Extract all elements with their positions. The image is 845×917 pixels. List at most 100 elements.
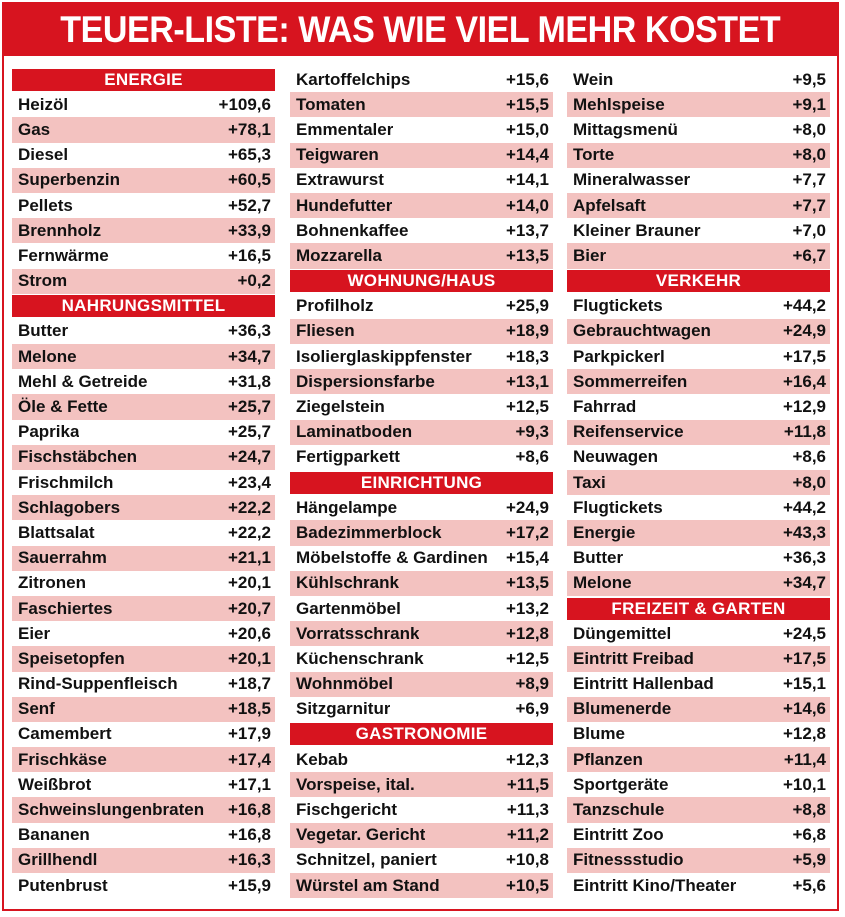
- category-header: ENERGIE: [12, 68, 275, 91]
- item-label: Extrawurst: [296, 170, 384, 190]
- item-label: Hundefutter: [296, 195, 393, 215]
- item-value: +6,9: [515, 699, 549, 719]
- item-label: Schnitzel, paniert: [296, 850, 437, 870]
- price-row: Rind-Suppenfleisch +18,7: [12, 671, 275, 697]
- item-value: +0,2: [237, 271, 271, 291]
- price-row: Hundefutter +14,0: [290, 192, 553, 219]
- price-row: Vegetar. Gericht +11,2: [290, 822, 553, 848]
- item-label: Mineralwasser: [573, 170, 691, 190]
- item-label: Schweinslungenbraten: [18, 800, 205, 820]
- item-value: +22,2: [227, 497, 271, 517]
- item-label: Isoliergl­askippfenster: [296, 346, 472, 366]
- price-row: Senf +18,5: [12, 696, 275, 722]
- item-label: Fliesen: [296, 321, 355, 341]
- item-label: Eintritt Hallenbad: [573, 674, 714, 694]
- price-row: Schweinslungenbraten +16,8: [12, 797, 275, 823]
- item-label: Hängelampe: [296, 497, 398, 517]
- item-label: Sitzgarnitur: [296, 699, 391, 719]
- item-label: Flugtickets: [573, 497, 663, 517]
- price-row: Melone +34,7: [567, 570, 830, 596]
- item-value: +24,9: [505, 497, 549, 517]
- item-value: +14,6: [782, 699, 826, 719]
- item-value: +5,9: [792, 850, 826, 870]
- price-row: Frischkäse +17,4: [12, 747, 275, 773]
- item-label: Profilholz: [296, 296, 374, 316]
- item-value: +15,5: [505, 94, 549, 114]
- price-row: Sauerrahm +21,1: [12, 545, 275, 571]
- item-label: Blumenerde: [573, 699, 672, 719]
- price-row: Möbelstoffe & Gardinen +15,4: [290, 545, 553, 571]
- item-value: +13,5: [505, 245, 549, 265]
- item-label: Gebrauchtwagen: [573, 321, 711, 341]
- item-label: Sauerrahm: [18, 548, 107, 568]
- item-value: +10,1: [782, 774, 826, 794]
- price-row: Kebab +12,3: [290, 747, 553, 773]
- item-label: Flugtickets: [573, 296, 663, 316]
- item-value: +8,8: [792, 800, 826, 820]
- price-row: Ziegelstein +12,5: [290, 394, 553, 420]
- item-label: Heizöl: [18, 94, 69, 114]
- price-row: Dispersionsfarbe +13,1: [290, 369, 553, 395]
- item-label: Pflanzen: [573, 749, 643, 769]
- price-row: Mehl & Getreide +31,8: [12, 369, 275, 395]
- price-row: Fliesen +18,9: [290, 318, 553, 345]
- item-value: +109,6: [218, 94, 271, 114]
- item-value: +8,0: [792, 472, 826, 492]
- item-label: Torte: [573, 145, 615, 165]
- item-label: Teigwaren: [296, 145, 379, 165]
- price-row: Kühlschrank +13,5: [290, 570, 553, 596]
- item-label: Apfelsaft: [573, 195, 646, 215]
- item-value: +17,9: [227, 724, 271, 744]
- item-value: +12,3: [505, 749, 549, 769]
- item-label: Frischkäse: [18, 749, 107, 769]
- item-value: +15,0: [505, 119, 549, 139]
- item-label: Parkpickerl: [573, 346, 665, 366]
- price-row: Extrawurst +14,1: [290, 167, 553, 193]
- item-value: +6,7: [792, 245, 826, 265]
- item-label: Fischgericht: [296, 800, 398, 820]
- price-row: Kleiner Brauner +7,0: [567, 218, 830, 244]
- category-header: WOHNUNG/HAUS: [290, 270, 553, 293]
- price-row: Profilholz +25,9: [290, 293, 553, 319]
- page-title-text: TEUER-LISTE: WAS WIE VIEL MEHR KOSTET: [60, 9, 781, 50]
- item-value: +33,9: [227, 220, 271, 240]
- price-row: Grillhendl +16,3: [12, 847, 275, 873]
- price-row: Öle & Fette +25,7: [12, 394, 275, 420]
- category-header: GASTRONOMIE: [290, 723, 553, 746]
- price-row: Putenbrust +15,9: [12, 873, 275, 899]
- item-label: Sommerreifen: [573, 371, 688, 391]
- item-label: Fitnessstudio: [573, 850, 684, 870]
- price-row: Bananen +16,8: [12, 822, 275, 848]
- price-row: Fernwärme +16,5: [12, 243, 275, 269]
- item-value: +24,9: [782, 321, 826, 341]
- item-value: +8,0: [792, 119, 826, 139]
- category-header: VERKEHR: [567, 270, 830, 293]
- item-value: +9,1: [792, 94, 826, 114]
- price-row: Energie +43,3: [567, 520, 830, 546]
- item-label: Mozzarella: [296, 245, 382, 265]
- item-value: +78,1: [227, 119, 271, 139]
- item-label: Fahrrad: [573, 397, 637, 417]
- item-value: +22,2: [227, 522, 271, 542]
- price-row: Strom +0,2: [12, 268, 275, 294]
- price-row: Küchenschrank +12,5: [290, 646, 553, 672]
- price-row: Paprika +25,7: [12, 419, 275, 445]
- price-row: Fahrrad +12,9: [567, 394, 830, 420]
- price-row: Isoliergl­askippfenster +18,3: [290, 344, 553, 370]
- price-row: Faschiertes +20,7: [12, 595, 275, 622]
- price-row: Diesel +65,3: [12, 142, 275, 168]
- item-value: +21,1: [227, 548, 271, 568]
- price-row: Pellets +52,7: [12, 192, 275, 219]
- price-row: Flugtickets +44,2: [567, 293, 830, 319]
- price-row: Gartenmöbel +13,2: [290, 595, 553, 622]
- item-value: +14,0: [505, 195, 549, 215]
- price-row: Vorspeise, ital. +11,5: [290, 772, 553, 798]
- item-label: Eintritt Freibad: [573, 648, 694, 668]
- price-row: Frischmilch +23,4: [12, 470, 275, 496]
- price-row: Tomaten +15,5: [290, 92, 553, 118]
- price-row: Camembert +17,9: [12, 721, 275, 748]
- item-value: +15,1: [782, 674, 826, 694]
- item-label: Tomaten: [296, 94, 366, 114]
- item-label: Putenbrust: [18, 875, 108, 895]
- price-row: Mineralwasser +7,7: [567, 167, 830, 193]
